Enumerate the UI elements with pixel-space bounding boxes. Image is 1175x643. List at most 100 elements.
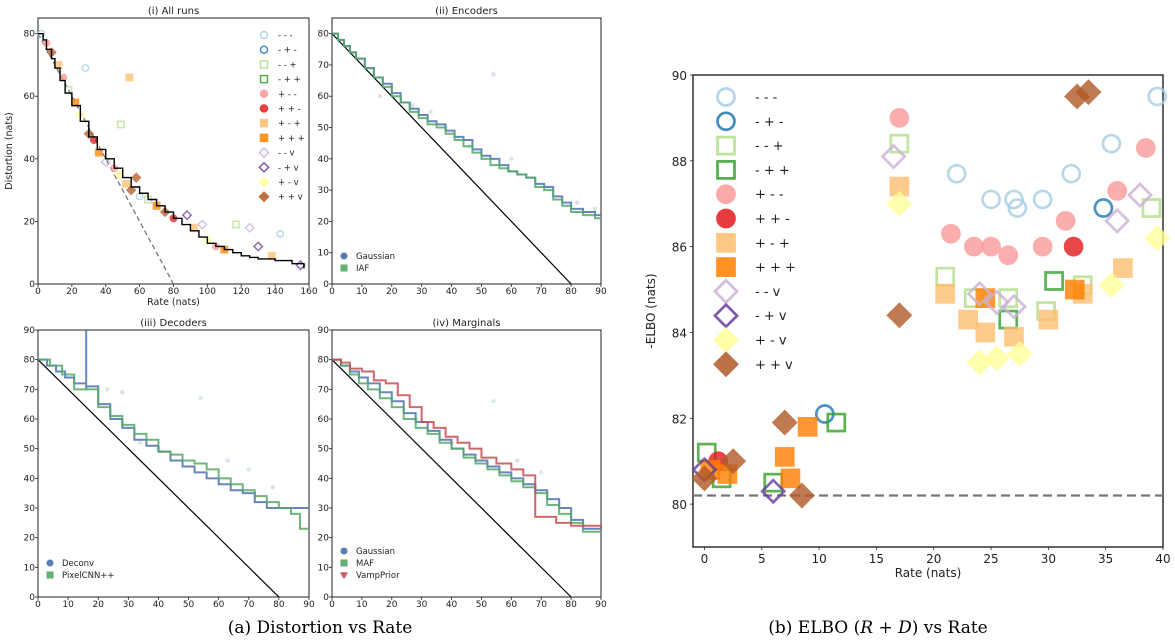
x-tick-label: 20 <box>386 600 398 610</box>
legend-label: - - v <box>755 285 781 300</box>
legend-marker <box>259 45 269 54</box>
faint-point <box>138 440 143 445</box>
faint-point <box>539 470 544 475</box>
x-tick-label: 0 <box>35 287 41 297</box>
x-tick-label: 20 <box>66 287 78 297</box>
panel-marginals: 0 10 20 30 40 50 60 70 80 90 0 10 20 30 40 50 60 70 80 90 (i… <box>318 318 607 610</box>
y-tick-label: 60 <box>24 415 36 425</box>
legend-label: + - + <box>755 236 790 251</box>
data-point <box>771 409 798 436</box>
legend-label: + + v <box>278 193 303 203</box>
data-point <box>1147 86 1168 107</box>
y-tick-label: 0 <box>29 280 35 290</box>
x-tick-label: 40 <box>446 287 458 297</box>
data-point <box>1135 138 1156 158</box>
y-tick-label: 60 <box>318 92 330 102</box>
x-tick-label: 120 <box>233 287 250 297</box>
data-point <box>1113 258 1133 278</box>
y-tick-label: 82 <box>672 412 687 426</box>
legend-label: + + - <box>755 212 790 227</box>
y-tick-label: 80 <box>672 498 687 512</box>
legend-marker <box>259 89 269 99</box>
y-tick-label: 30 <box>318 504 330 514</box>
data-point <box>1032 236 1053 257</box>
series-line <box>38 358 309 530</box>
x-tick-label: 5 <box>758 552 766 566</box>
y-tick-label: 40 <box>24 155 36 165</box>
data-point <box>1001 293 1027 320</box>
data-point <box>100 156 111 168</box>
y-tick-label: 30 <box>318 186 330 196</box>
data-point <box>1098 272 1125 299</box>
data-point <box>232 220 241 229</box>
data-point <box>244 222 255 233</box>
y-tick-label: 80 <box>318 30 330 40</box>
data-point <box>981 236 1001 257</box>
y-tick-label: 84 <box>672 326 687 340</box>
legend-label: - - - <box>755 91 778 106</box>
legend-marker <box>716 232 736 253</box>
chart-title: (iv) Marginals <box>433 318 501 329</box>
legend-label: Gaussian <box>356 252 395 262</box>
data-point <box>889 108 910 128</box>
legend-label: Deconv <box>62 559 94 569</box>
legend-label: + + + <box>278 134 305 144</box>
faint-point <box>509 156 514 162</box>
y-tick-label: 10 <box>318 249 330 259</box>
x-tick-label: 30 <box>1041 552 1056 566</box>
legend-marker <box>340 559 348 567</box>
legend-marker <box>259 104 269 113</box>
data-point <box>880 143 907 170</box>
data-point <box>122 179 131 188</box>
data-point <box>1006 340 1033 367</box>
data-point <box>983 345 1010 372</box>
legend-label: - - + <box>278 60 297 70</box>
panel-encoders: 0 10 20 30 40 50 60 70 80 90 0 10 20 30 40 50 60 70 80 (ii)… <box>318 6 607 297</box>
x-tick-label: 60 <box>213 600 225 610</box>
legend-label: IAF <box>356 264 369 274</box>
caption-b-math: R + D <box>859 618 912 638</box>
y-tick-label: 90 <box>318 326 330 336</box>
y-tick-label: 90 <box>672 69 687 83</box>
x-tick-label: 50 <box>183 600 195 610</box>
y-tick-label: 10 <box>318 563 330 573</box>
x-tick-label: 80 <box>565 287 577 297</box>
legend-marker <box>46 559 54 567</box>
y-axis-label: -ELBO (nats) <box>644 273 658 348</box>
data-point <box>252 241 264 252</box>
x-tick-label: 60 <box>506 287 518 297</box>
data-point <box>1004 326 1024 347</box>
legend-marker <box>258 146 270 159</box>
faint-point <box>593 206 598 211</box>
legend-marker <box>340 547 348 555</box>
legend-label: - + + <box>278 75 301 85</box>
x-tick-label: 70 <box>243 600 255 610</box>
data-point <box>54 60 63 69</box>
legend-marker <box>259 133 269 143</box>
legend-marker <box>716 87 736 107</box>
legend-marker <box>258 191 270 203</box>
x-tick-label: 25 <box>983 552 998 566</box>
x-tick-label: 0 <box>329 600 335 610</box>
x-tick-label: 10 <box>62 600 74 610</box>
data-point <box>276 229 285 238</box>
data-point <box>189 223 198 232</box>
legend-label: + - - <box>755 188 784 203</box>
x-tick-label: 20 <box>386 287 398 297</box>
data-point <box>125 184 137 196</box>
legend-label: + - + <box>278 119 301 129</box>
data-point <box>788 482 815 509</box>
data-point <box>1061 163 1082 184</box>
legend-marker <box>259 30 269 40</box>
legend-marker <box>716 111 736 132</box>
chart-title: (ii) Encoders <box>435 6 498 17</box>
faint-point <box>225 458 230 463</box>
caption-b-prefix: (b) ELBO ( <box>768 618 860 638</box>
y-tick-label: 50 <box>24 445 36 455</box>
y-tick-label: 60 <box>318 415 330 425</box>
data-point <box>1044 271 1064 291</box>
data-point <box>1127 182 1154 209</box>
data-point <box>1038 309 1059 330</box>
y-tick-label: 50 <box>318 445 330 455</box>
